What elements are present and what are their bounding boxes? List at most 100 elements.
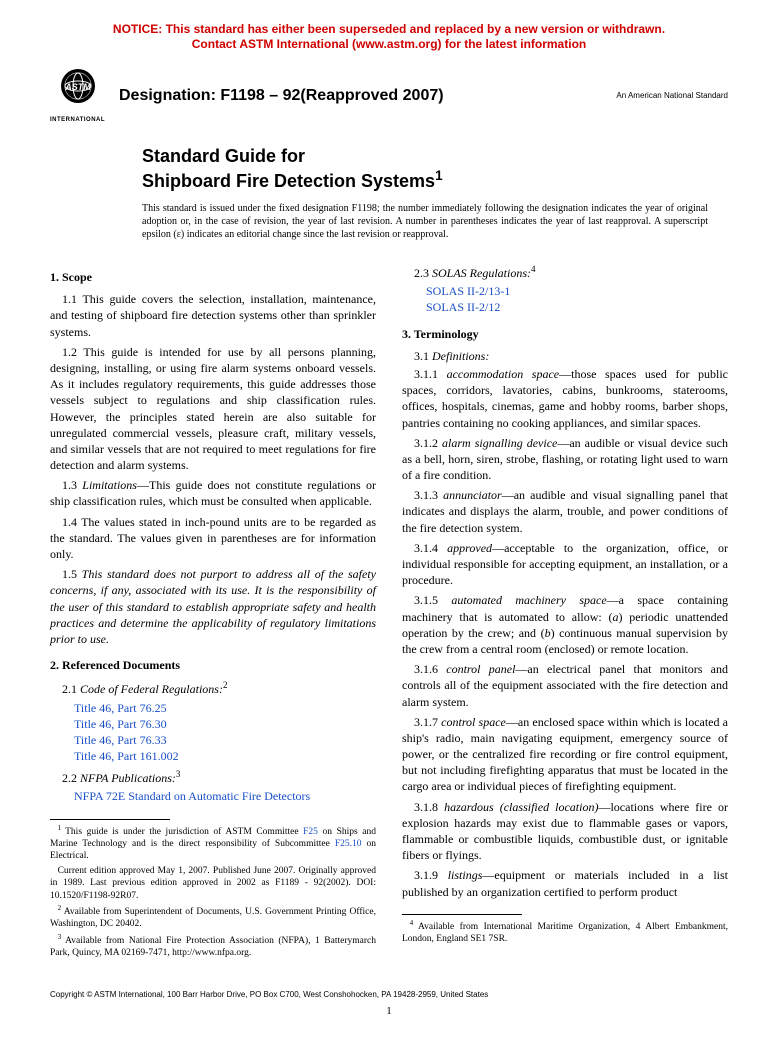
astm-logo: ASTM INTERNATIONAL (50, 68, 105, 123)
ref-nfpa-title: Standard on Automatic Fire Detectors (125, 789, 310, 803)
para-1-3: 1.3 Limitations—This guide does not cons… (50, 477, 376, 509)
sub-2-1-sup: 2 (223, 680, 228, 690)
sub-2-1: 2.1 Code of Federal Regulations:2 (50, 679, 376, 697)
document-title: Standard Guide for Shipboard Fire Detect… (142, 145, 708, 192)
d5-term: automated machinery space (451, 593, 606, 607)
ref-cfr-2[interactable]: Title 46, Part 76.33 (74, 732, 376, 748)
d5-num: 3.1.5 (414, 593, 451, 607)
ref-nfpa[interactable]: NFPA 72E Standard on Automatic Fire Dete… (74, 788, 376, 804)
para-1-3-num: 1.3 (62, 478, 82, 492)
header-row: ASTM INTERNATIONAL Designation: F1198 – … (50, 68, 728, 123)
footnote-1b: Current edition approved May 1, 2007. Pu… (50, 865, 376, 902)
sub-2-3-label: SOLAS Regulations: (432, 266, 531, 280)
d1-term: accommodation space (447, 367, 560, 381)
para-1-2: 1.2 This guide is intended for use by al… (50, 344, 376, 474)
an-american-standard: An American National Standard (616, 91, 728, 100)
d8-term: hazardous (classified location) (444, 800, 598, 814)
def-3-1-6: 3.1.6 control panel—an electrical panel … (402, 661, 728, 710)
fn2-body: Available from Superintendent of Documen… (50, 907, 376, 929)
d6-term: control panel (446, 662, 515, 676)
title-line2: Shipboard Fire Detection Systems (142, 171, 435, 191)
d7-term: control space (441, 715, 506, 729)
ref-cfr-3[interactable]: Title 46, Part 161.002 (74, 748, 376, 764)
d8-num: 3.1.8 (414, 800, 444, 814)
ref-cfr-0[interactable]: Title 46, Part 76.25 (74, 700, 376, 716)
d9-num: 3.1.9 (414, 868, 448, 882)
issue-note: This standard is issued under the fixed … (142, 202, 708, 241)
d4-term: approved (447, 541, 492, 555)
footnote-1: 1 This guide is under the jurisdiction o… (50, 824, 376, 863)
def-3-1-7: 3.1.7 control space—an enclosed space wi… (402, 714, 728, 795)
sub-2-2-sup: 3 (176, 769, 181, 779)
fn4-body: Available from International Maritime Or… (402, 922, 728, 944)
para-1-5-body: This standard does not purport to addres… (50, 567, 376, 646)
sub-3-1-num: 3.1 (414, 349, 432, 363)
d1-num: 3.1.1 (414, 367, 447, 381)
d3-num: 3.1.3 (414, 488, 443, 502)
sub-2-1-label: Code of Federal Regulations: (80, 682, 223, 696)
para-1-5-num: 1.5 (62, 567, 82, 581)
footnote-rule-left (50, 819, 170, 820)
section-2-head: 2. Referenced Documents (50, 657, 376, 673)
page-number: 1 (50, 1005, 728, 1017)
sub-2-2-label: NFPA Publications: (80, 771, 176, 785)
para-1-5: 1.5 This standard does not purport to ad… (50, 566, 376, 647)
def-3-1-3: 3.1.3 annunciator—an audible and visual … (402, 487, 728, 536)
astm-emblem-icon: ASTM (50, 68, 105, 117)
page: NOTICE: This standard has either been su… (0, 0, 778, 1039)
footnote-2: 2 Available from Superintendent of Docum… (50, 904, 376, 931)
fn3-body: Available from National Fire Protection … (50, 936, 376, 958)
ref-solas-1[interactable]: SOLAS II-2/12 (426, 299, 728, 315)
ref-solas-0[interactable]: SOLAS II-2/13-1 (426, 283, 728, 299)
d4-num: 3.1.4 (414, 541, 447, 555)
title-superscript: 1 (435, 168, 443, 183)
d2-num: 3.1.2 (414, 436, 442, 450)
def-3-1-1: 3.1.1 accommodation space—those spaces u… (402, 366, 728, 431)
def-3-1-8: 3.1.8 hazardous (classified location)—lo… (402, 799, 728, 864)
two-column-body: 1. Scope 1.1 This guide covers the selec… (50, 259, 728, 962)
footnotes-right: 4 Available from International Maritime … (402, 919, 728, 946)
sub-3-1: 3.1 Definitions: (402, 348, 728, 364)
def-3-1-2: 3.1.2 alarm signalling device—an audible… (402, 435, 728, 484)
sub-2-1-num: 2.1 (62, 682, 80, 696)
d2-term: alarm signalling device (442, 436, 557, 450)
fn1-link2[interactable]: F25.10 (335, 839, 362, 849)
sub-2-3: 2.3 SOLAS Regulations:4 (402, 263, 728, 281)
footnotes-left: 1 This guide is under the jurisdiction o… (50, 824, 376, 960)
fn1-a: This guide is under the jurisdiction of … (65, 827, 303, 837)
notice-line1: NOTICE: This standard has either been su… (113, 22, 665, 36)
title-block: Standard Guide for Shipboard Fire Detect… (142, 145, 708, 241)
footnote-rule-right (402, 914, 522, 915)
column-left: 1. Scope 1.1 This guide covers the selec… (50, 259, 376, 962)
ref-nfpa-code: NFPA 72E (74, 789, 125, 803)
footnote-3: 3 Available from National Fire Protectio… (50, 933, 376, 960)
fn1-link1[interactable]: F25 (303, 827, 318, 837)
column-right: 2.3 SOLAS Regulations:4 SOLAS II-2/13-1 … (402, 259, 728, 962)
def-3-1-5: 3.1.5 automated machinery space—a space … (402, 592, 728, 657)
def-3-1-4: 3.1.4 approved—acceptable to the organiz… (402, 540, 728, 589)
para-1-1: 1.1 This guide covers the selection, ins… (50, 291, 376, 340)
sub-2-3-sup: 4 (531, 264, 536, 274)
ref-cfr-1[interactable]: Title 46, Part 76.30 (74, 716, 376, 732)
notice-line2: Contact ASTM International (www.astm.org… (192, 37, 586, 51)
d3-term: annunciator (443, 488, 502, 502)
para-1-4: 1.4 The values stated in inch-pound unit… (50, 514, 376, 563)
sub-2-2: 2.2 NFPA Publications:3 (50, 768, 376, 786)
sub-2-2-num: 2.2 (62, 771, 80, 785)
svg-text:ASTM: ASTM (64, 82, 91, 92)
copyright-line: Copyright © ASTM International, 100 Barr… (50, 990, 728, 999)
notice-banner: NOTICE: This standard has either been su… (50, 22, 728, 52)
designation-text: Designation: F1198 – 92(Reapproved 2007) (119, 87, 616, 105)
title-line1: Standard Guide for (142, 146, 305, 166)
logo-org-text: INTERNATIONAL (50, 117, 105, 123)
d9-term: listings (448, 868, 483, 882)
def-3-1-9: 3.1.9 listings—equipment or materials in… (402, 867, 728, 899)
footnote-4: 4 Available from International Maritime … (402, 919, 728, 946)
section-3-head: 3. Terminology (402, 326, 728, 342)
sub-2-3-num: 2.3 (414, 266, 432, 280)
d7-num: 3.1.7 (414, 715, 441, 729)
d6-num: 3.1.6 (414, 662, 446, 676)
section-1-head: 1. Scope (50, 269, 376, 285)
sub-3-1-label: Definitions: (432, 349, 489, 363)
para-1-3-lead: Limitations (82, 478, 137, 492)
